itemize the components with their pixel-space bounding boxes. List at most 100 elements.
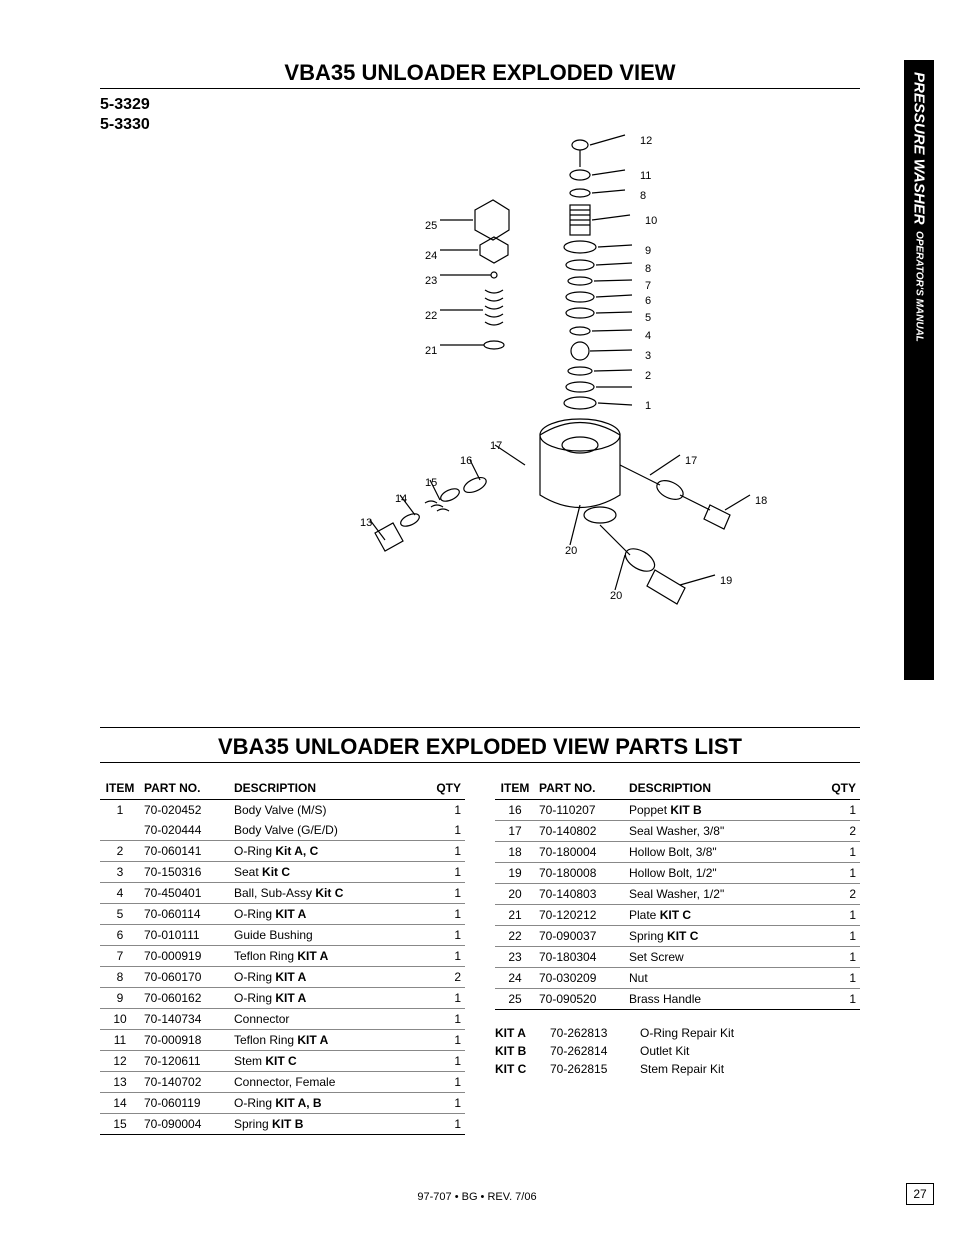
side-tab-main: PRESSURE WASHER	[911, 72, 928, 225]
cell-qty: 1	[430, 904, 465, 925]
th-qty-r: QTY	[825, 777, 860, 800]
cell-qty: 1	[825, 863, 860, 884]
cell-qty: 1	[825, 968, 860, 989]
cell-desc: Hollow Bolt, 1/2"	[625, 863, 825, 884]
cell-item: 19	[495, 863, 535, 884]
callout-10: 10	[645, 215, 657, 227]
cell-part: 70-140734	[140, 1009, 230, 1030]
cell-part: 70-020444	[140, 820, 230, 841]
kit-part: 70-262815	[550, 1062, 640, 1076]
cell-part: 70-020452	[140, 800, 230, 821]
cell-item: 16	[495, 800, 535, 821]
cell-part: 70-140802	[535, 821, 625, 842]
parts-table-right: ITEM PART NO. DESCRIPTION QTY 1670-11020…	[495, 777, 860, 1010]
cell-desc: Teflon Ring KIT A	[230, 946, 430, 967]
callout-19: 19	[720, 575, 732, 587]
table-row: 1070-140734Connector1	[100, 1009, 465, 1030]
table-row: 1770-140802Seal Washer, 3/8"2	[495, 821, 860, 842]
callout-25: 25	[425, 220, 437, 232]
cell-part: 70-180304	[535, 947, 625, 968]
cell-part: 70-030209	[535, 968, 625, 989]
diagram-svg	[280, 95, 840, 695]
callout-6: 6	[645, 295, 651, 307]
table-row: 770-000919Teflon Ring KIT A1	[100, 946, 465, 967]
table-row: 970-060162O-Ring KIT A1	[100, 988, 465, 1009]
table-row: 670-010111Guide Bushing1	[100, 925, 465, 946]
cell-part: 70-120611	[140, 1051, 230, 1072]
cell-desc: Nut	[625, 968, 825, 989]
cell-desc: Spring KIT C	[625, 926, 825, 947]
table-row: 1970-180008Hollow Bolt, 1/2"1	[495, 863, 860, 884]
cell-desc: Body Valve (G/E/D)	[230, 820, 430, 841]
cell-item: 11	[100, 1030, 140, 1051]
th-desc-r: DESCRIPTION	[625, 777, 825, 800]
cell-item: 6	[100, 925, 140, 946]
callout-14: 14	[395, 493, 407, 505]
cell-part: 70-180004	[535, 842, 625, 863]
cell-item: 17	[495, 821, 535, 842]
table-row: 1570-090004Spring KIT B1	[100, 1114, 465, 1135]
cell-desc: Seal Washer, 1/2"	[625, 884, 825, 905]
cell-qty: 1	[430, 862, 465, 883]
cell-qty: 1	[825, 947, 860, 968]
kit-desc: O-Ring Repair Kit	[640, 1026, 734, 1040]
table-row: 2270-090037Spring KIT C1	[495, 926, 860, 947]
callout-7: 7	[645, 280, 651, 292]
cell-part: 70-090037	[535, 926, 625, 947]
callout-20r: 20	[610, 590, 622, 602]
cell-desc: Seal Washer, 3/8"	[625, 821, 825, 842]
page-number: 27	[906, 1183, 934, 1205]
cell-item: 1	[100, 800, 140, 821]
parts-table-left: ITEM PART NO. DESCRIPTION QTY 170-020452…	[100, 777, 465, 1135]
cell-qty: 1	[430, 883, 465, 904]
cell-qty: 1	[430, 800, 465, 821]
cell-item: 10	[100, 1009, 140, 1030]
cell-qty: 1	[430, 946, 465, 967]
cell-item	[100, 820, 140, 841]
cell-item: 21	[495, 905, 535, 926]
table-row: 1670-110207Poppet KIT B1	[495, 800, 860, 821]
cell-desc: Brass Handle	[625, 989, 825, 1010]
callout-16: 16	[460, 455, 472, 467]
kit-label: KIT A	[495, 1026, 550, 1040]
kit-row: KIT A70-262813O-Ring Repair Kit	[495, 1026, 860, 1040]
table-row: 2070-140803Seal Washer, 1/2"2	[495, 884, 860, 905]
cell-item: 8	[100, 967, 140, 988]
cell-part: 70-060119	[140, 1093, 230, 1114]
cell-desc: Stem KIT C	[230, 1051, 430, 1072]
callout-22: 22	[425, 310, 437, 322]
cell-qty: 1	[430, 925, 465, 946]
callout-17r: 17	[685, 455, 697, 467]
cell-item: 18	[495, 842, 535, 863]
table-row: 170-020452Body Valve (M/S)1	[100, 800, 465, 821]
cell-qty: 1	[430, 1093, 465, 1114]
footer: 97-707 • BG • REV. 7/06	[0, 1191, 954, 1203]
callout-23: 23	[425, 275, 437, 287]
table-row: 2170-120212Plate KIT C1	[495, 905, 860, 926]
kit-part: 70-262814	[550, 1044, 640, 1058]
callout-1: 1	[645, 400, 651, 412]
kit-desc: Outlet Kit	[640, 1044, 689, 1058]
cell-part: 70-110207	[535, 800, 625, 821]
cell-part: 70-140803	[535, 884, 625, 905]
cell-desc: Seat Kit C	[230, 862, 430, 883]
callout-5: 5	[645, 312, 651, 324]
cell-item: 5	[100, 904, 140, 925]
table-row: 70-020444Body Valve (G/E/D)1	[100, 820, 465, 841]
cell-part: 70-010111	[140, 925, 230, 946]
cell-desc: Ball, Sub-Assy Kit C	[230, 883, 430, 904]
cell-qty: 2	[825, 821, 860, 842]
cell-item: 2	[100, 841, 140, 862]
cell-desc: O-Ring KIT A	[230, 904, 430, 925]
kit-row: KIT B70-262814Outlet Kit	[495, 1044, 860, 1058]
cell-desc: Guide Bushing	[230, 925, 430, 946]
cell-part: 70-450401	[140, 883, 230, 904]
table-row: 2470-030209Nut1	[495, 968, 860, 989]
cell-item: 23	[495, 947, 535, 968]
cell-item: 22	[495, 926, 535, 947]
cell-qty: 1	[430, 1114, 465, 1135]
section-title-2: VBA35 UNLOADER EXPLODED VIEW PARTS LIST	[100, 727, 860, 763]
cell-qty: 1	[825, 800, 860, 821]
cell-desc: O-Ring KIT A	[230, 988, 430, 1009]
th-item: ITEM	[100, 777, 140, 800]
